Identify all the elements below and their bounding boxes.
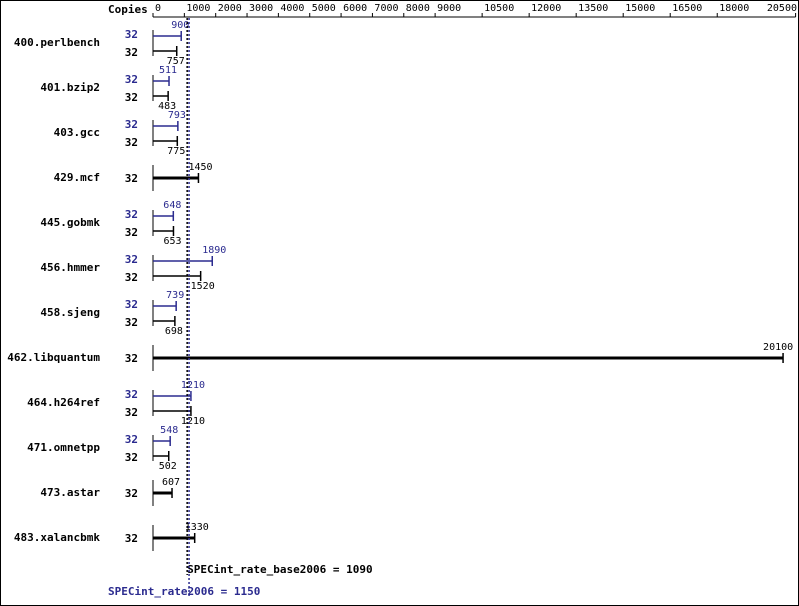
value-label: 502 <box>159 461 177 472</box>
category-label: 473.astar <box>40 486 100 499</box>
x-tick-label: 8000 <box>406 3 430 14</box>
x-tick-label: 1000 <box>186 3 210 14</box>
value-label: 607 <box>162 477 180 488</box>
copies-label: 32 <box>125 451 138 464</box>
copies-label: 32 <box>125 91 138 104</box>
x-tick-label: 10500 <box>484 3 514 14</box>
value-label: 757 <box>167 56 185 67</box>
value-label: 548 <box>160 425 178 436</box>
category-label: 401.bzip2 <box>40 81 100 94</box>
copies-label: 32 <box>125 136 138 149</box>
category-label: 429.mcf <box>54 171 100 184</box>
x-tick-label: 3000 <box>249 3 273 14</box>
copies-label: 32 <box>125 118 138 131</box>
x-tick-label: 15000 <box>625 3 655 14</box>
value-label: 511 <box>159 65 177 76</box>
x-tick-label: 9000 <box>437 3 461 14</box>
value-label: 483 <box>158 101 176 112</box>
value-label: 648 <box>163 200 181 211</box>
value-label: 739 <box>166 290 184 301</box>
copies-label: 32 <box>125 253 138 266</box>
copies-label: 32 <box>125 298 138 311</box>
value-label: 1450 <box>188 162 212 173</box>
x-tick-label: 2000 <box>218 3 242 14</box>
copies-label: 32 <box>125 388 138 401</box>
category-label: 483.xalancbmk <box>14 531 100 544</box>
value-label: 698 <box>165 326 183 337</box>
reference-label: SPECint_rate2006 = 1150 <box>108 585 260 598</box>
x-tick-label: 13500 <box>578 3 608 14</box>
value-label: 1890 <box>202 245 226 256</box>
category-label: 458.sjeng <box>40 306 100 319</box>
x-tick-label: 20500 <box>767 3 797 14</box>
copies-label: 32 <box>125 433 138 446</box>
copies-label: 32 <box>125 172 138 185</box>
value-label: 1330 <box>185 522 209 533</box>
copies-label: 32 <box>125 352 138 365</box>
value-label: 1210 <box>181 416 205 427</box>
copies-label: 32 <box>125 271 138 284</box>
copies-label: 32 <box>125 487 138 500</box>
x-tick-label: 0 <box>155 3 161 14</box>
x-tick-label: 4000 <box>280 3 304 14</box>
category-label: 462.libquantum <box>7 351 100 364</box>
x-tick-label: 5000 <box>312 3 336 14</box>
copies-label: 32 <box>125 226 138 239</box>
category-label: 471.omnetpp <box>27 441 100 454</box>
category-label: 403.gcc <box>54 126 100 139</box>
copies-label: 32 <box>125 73 138 86</box>
category-label: 464.h264ref <box>27 396 100 409</box>
copies-label: 32 <box>125 28 138 41</box>
copies-header: Copies <box>108 3 148 16</box>
reference-label: SPECint_rate_base2006 = 1090 <box>187 563 372 576</box>
copies-label: 32 <box>125 532 138 545</box>
value-label: 20100 <box>763 342 793 353</box>
x-tick-label: 6000 <box>343 3 367 14</box>
x-tick-label: 7000 <box>374 3 398 14</box>
copies-label: 32 <box>125 316 138 329</box>
value-label: 900 <box>171 20 189 31</box>
value-label: 775 <box>167 146 185 157</box>
category-label: 456.hmmer <box>40 261 100 274</box>
x-tick-label: 18000 <box>719 3 749 14</box>
category-label: 445.gobmk <box>40 216 100 229</box>
x-tick-label: 16500 <box>672 3 702 14</box>
value-label: 1520 <box>191 281 215 292</box>
value-label: 1210 <box>181 380 205 391</box>
value-label: 653 <box>163 236 181 247</box>
copies-label: 32 <box>125 406 138 419</box>
copies-label: 32 <box>125 46 138 59</box>
x-tick-label: 12000 <box>531 3 561 14</box>
value-label: 793 <box>168 110 186 121</box>
category-label: 400.perlbench <box>14 36 100 49</box>
copies-label: 32 <box>125 208 138 221</box>
